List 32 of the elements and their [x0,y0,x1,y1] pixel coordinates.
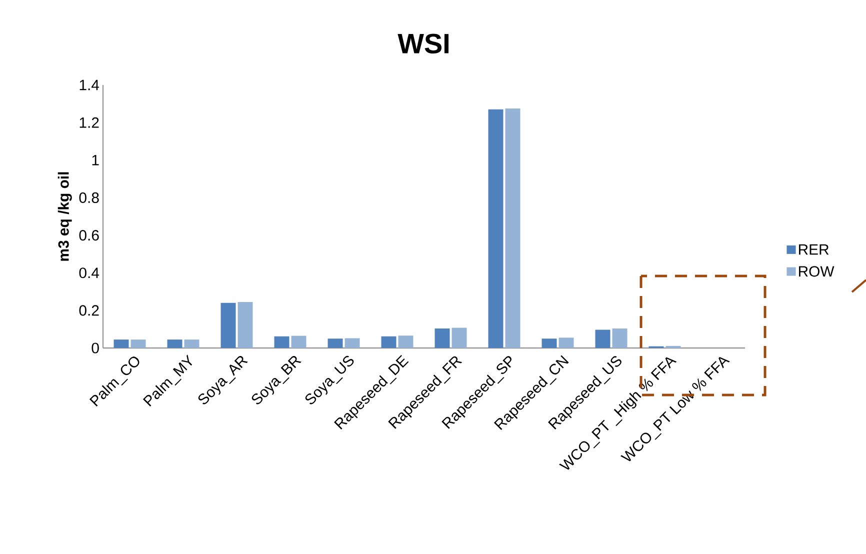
bar [238,302,253,348]
y-axis-title: m3 eq /kg oil [58,172,72,261]
legend-label: RER [799,244,829,255]
bar [114,340,129,348]
y-tick-label: 1.2 [80,117,99,128]
y-tick-label: 0.4 [79,268,100,278]
bar [291,336,306,348]
bar [452,328,467,348]
legend-label: ROW [799,266,834,277]
bar [130,340,146,348]
bar [381,336,396,348]
bar [184,340,200,348]
bar [434,328,450,348]
bar [595,330,610,348]
bar [488,109,504,348]
y-tick-label: 0.6 [79,230,99,241]
y-tick-label: 0 [92,342,99,354]
y-tick-label: 0.8 [79,192,99,203]
bar [220,302,236,348]
bar [274,336,290,348]
bar [328,338,343,348]
bar [558,338,574,348]
bar [542,338,557,348]
bar [398,336,414,348]
y-tick-label: 1.4 [80,80,100,90]
bar [612,328,628,348]
y-tick-label: 1 [92,155,99,166]
y-tick-label: 0.2 [79,305,99,316]
chart-title: WSI [398,34,448,54]
bar [505,108,520,348]
bar [344,338,360,348]
bar [167,340,182,348]
